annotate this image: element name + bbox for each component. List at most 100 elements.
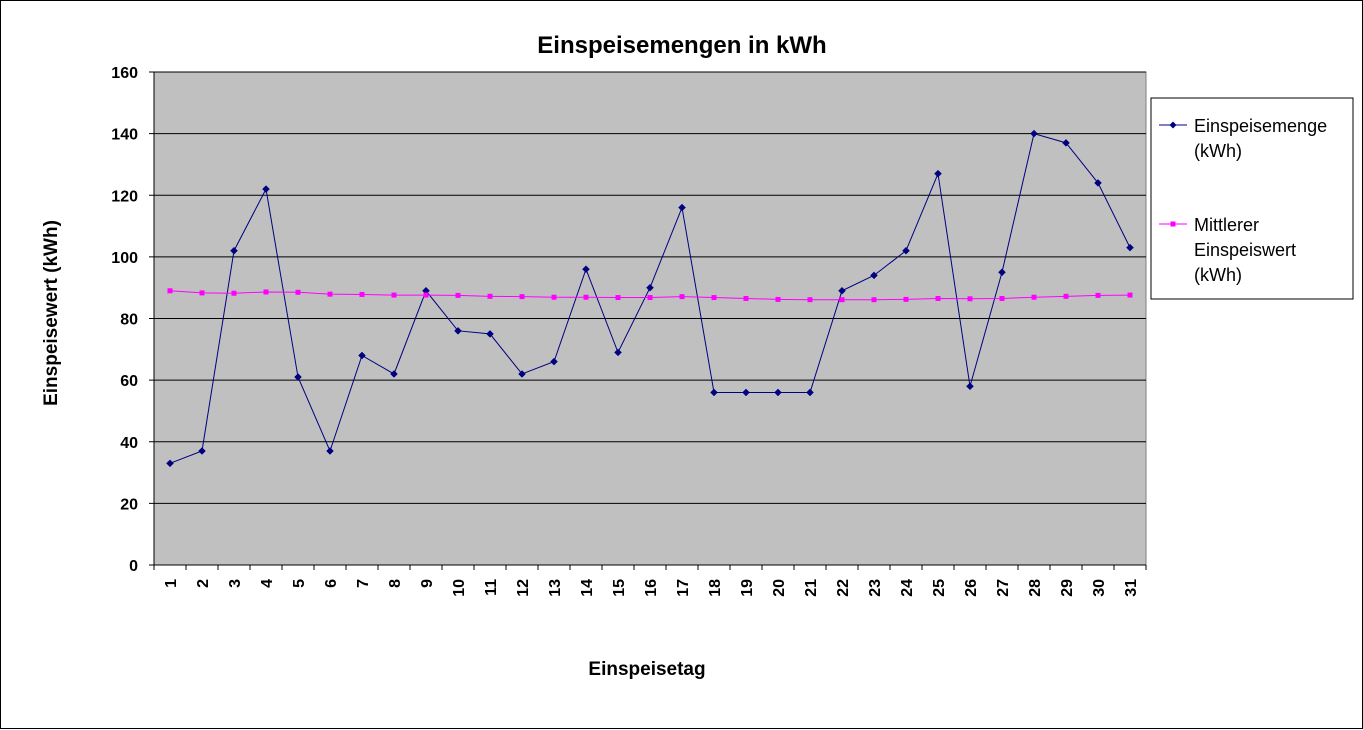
series-layer [166, 129, 1134, 468]
data-point [903, 296, 909, 302]
y-tick-label: 40 [120, 435, 138, 452]
x-tick-label: 18 [707, 579, 724, 597]
data-point [486, 330, 494, 338]
data-point [166, 459, 174, 468]
x-tick-label: 1 [163, 579, 180, 588]
legend-swatch-marker [1170, 221, 1176, 227]
y-tick-label: 60 [120, 373, 138, 390]
legend-entry-line: Einspeiswert [1194, 240, 1296, 260]
x-tick-label: 23 [867, 579, 884, 597]
x-tick-label: 29 [1059, 579, 1076, 597]
data-point [934, 169, 942, 178]
data-point [647, 295, 653, 301]
data-point [359, 291, 365, 297]
data-point [710, 388, 718, 397]
data-point [263, 289, 269, 295]
x-tick-label: 14 [579, 579, 596, 597]
y-tick-label: 120 [111, 188, 138, 205]
x-tick-label: 17 [675, 579, 692, 597]
data-point [678, 203, 686, 212]
data-point [1063, 293, 1069, 299]
y-tick-label: 160 [111, 65, 138, 82]
data-point [550, 357, 558, 366]
data-point [551, 294, 557, 300]
data-point [998, 268, 1006, 277]
y-tick-labels: 0 20 40 60 80 100 120 140 160 [111, 65, 138, 575]
data-point [455, 292, 461, 298]
data-point [966, 382, 974, 391]
x-tick-label: 13 [547, 579, 564, 597]
x-tick-label: 19 [739, 579, 756, 597]
data-point [262, 185, 270, 193]
data-point [167, 288, 173, 294]
x-tick-label: 6 [323, 579, 340, 588]
data-point [518, 370, 526, 378]
series-1 [166, 129, 1134, 468]
data-point [583, 294, 589, 300]
data-point [1126, 243, 1134, 252]
data-point [326, 447, 334, 455]
data-point [487, 293, 493, 299]
data-point [454, 326, 462, 335]
x-tick-label: 21 [803, 579, 820, 597]
series-2 [167, 288, 1133, 303]
x-tick-label: 24 [899, 579, 916, 597]
data-point [423, 292, 429, 298]
x-tick-label: 4 [259, 579, 276, 588]
data-point [871, 297, 877, 303]
data-point [519, 294, 525, 300]
x-tick-label: 5 [291, 579, 308, 588]
data-point [742, 388, 750, 397]
legend-entry-line: Mittlerer [1194, 215, 1259, 235]
data-point [198, 447, 206, 455]
y-tick-label: 140 [111, 127, 138, 144]
data-point [615, 295, 621, 301]
x-tick-label: 3 [227, 579, 244, 588]
legend: Einspeisemenge (kWh) Mittlerer Einspeiswert… [1150, 97, 1354, 300]
data-point [743, 295, 749, 301]
x-tick-label: 11 [483, 579, 500, 596]
x-tick-label: 10 [451, 579, 468, 597]
legend-entry-label: Mittlerer Einspeiswert (kWh) [1194, 215, 1296, 285]
grid-lines [154, 71, 1146, 504]
data-point [807, 297, 813, 303]
data-point [999, 295, 1005, 301]
data-point [679, 294, 685, 300]
y-tick-label: 80 [120, 312, 138, 329]
data-point [358, 351, 366, 360]
data-point [1095, 292, 1101, 298]
data-point [582, 265, 590, 274]
x-tick-label: 15 [611, 579, 628, 597]
chart-title: Einspeisemengen in kWh [537, 32, 826, 59]
x-tick-label: 30 [1091, 579, 1108, 597]
x-tick-labels: 1 2 3 4 5 6 7 8 9 10 11 12 13 14 15 16 17 18 19 20 21 22 23 24 2… [163, 579, 1140, 597]
data-point [1127, 292, 1133, 298]
data-point [902, 246, 910, 255]
x-tick-label: 2 [195, 579, 212, 588]
data-point [231, 290, 237, 296]
data-point [870, 271, 878, 280]
x-tick-label: 16 [643, 579, 660, 597]
data-point [391, 292, 397, 298]
data-point [1094, 179, 1102, 187]
x-tick-label: 28 [1027, 579, 1044, 597]
data-point [711, 295, 717, 301]
x-tick-label: 31 [1123, 579, 1140, 597]
x-tick-label: 8 [387, 579, 404, 588]
x-tick-label: 20 [771, 579, 788, 597]
data-point [775, 296, 781, 302]
data-point [199, 290, 205, 296]
legend-swatch-marker [1169, 121, 1177, 129]
x-tick-label: 7 [355, 579, 372, 588]
y-tick-label: 20 [120, 496, 138, 513]
legend-entry-line: (kWh) [1194, 141, 1242, 161]
data-point [295, 289, 301, 295]
legend-entry-label: Einspeisemenge (kWh) [1194, 116, 1327, 161]
data-point [806, 388, 814, 397]
data-point [294, 373, 302, 381]
data-point [935, 295, 941, 301]
y-tick-label: 0 [129, 558, 138, 575]
x-tick-label: 22 [835, 579, 852, 597]
x-tick-label: 25 [931, 579, 948, 597]
